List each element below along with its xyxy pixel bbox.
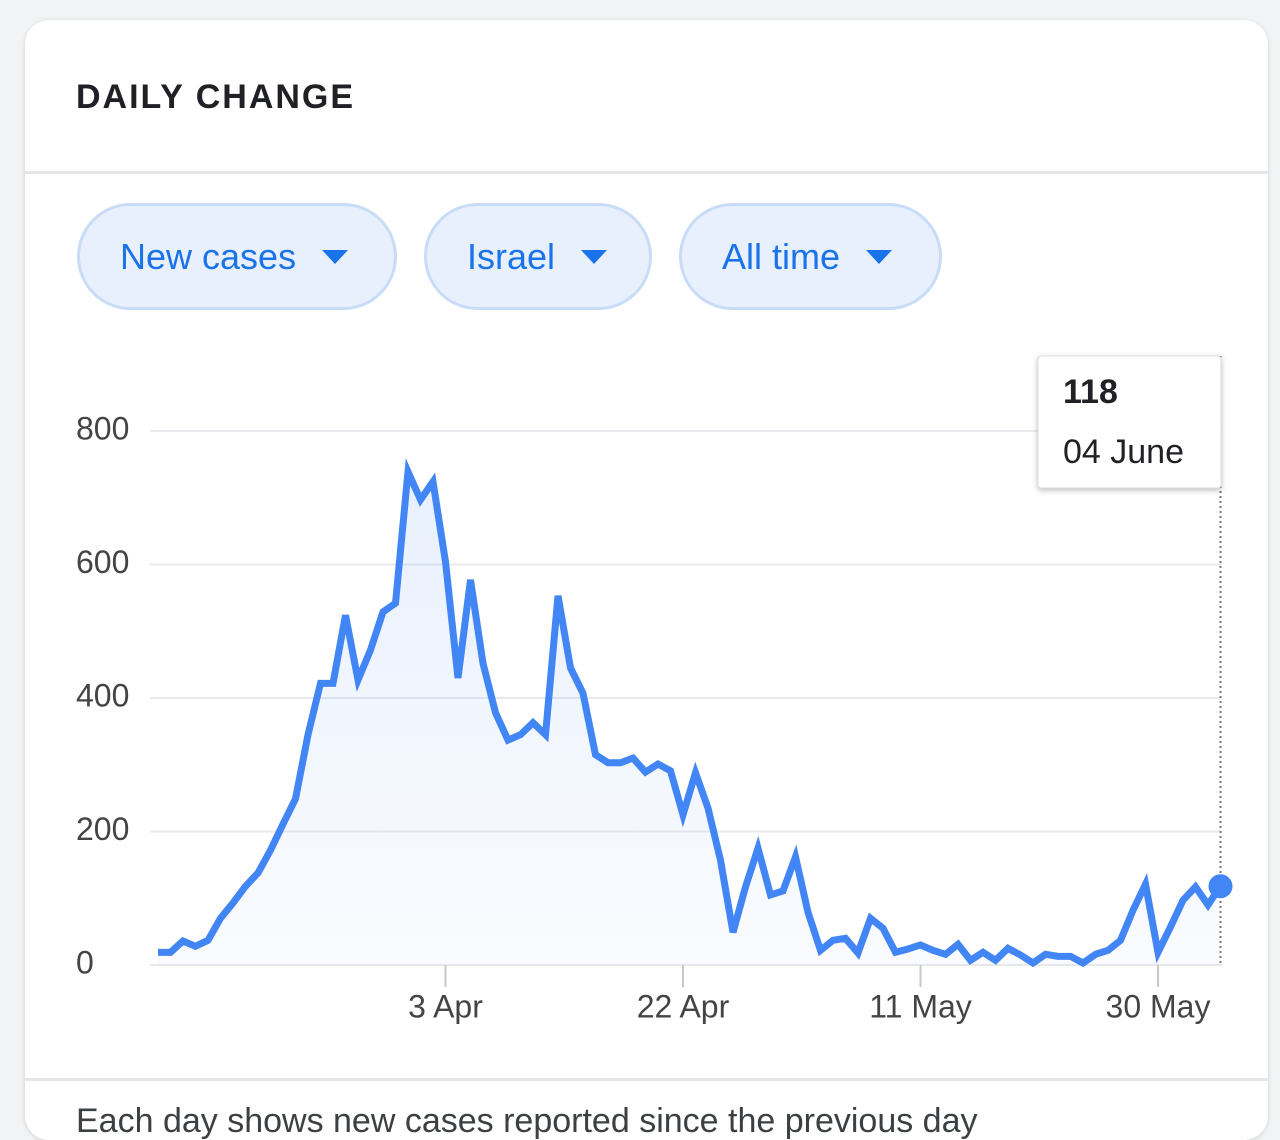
y-tick-label: 800: [76, 410, 129, 446]
line: [158, 458, 1224, 968]
dropdown-arrow: [581, 249, 608, 264]
y-tick-label: 0: [76, 944, 94, 980]
card-title: DAILY CHANGE: [76, 78, 356, 116]
chart: 0 200 400 600 800 3 Apr 22 Apr 11 May 30 May 118 0…: [76, 355, 1233, 1024]
x-tick-label: 22 Apr: [637, 988, 730, 1024]
tooltip-date: 04 June: [1063, 433, 1184, 471]
dropdown-arrow: [322, 249, 349, 264]
divider: [25, 171, 1268, 174]
divider: [25, 1078, 1268, 1081]
hover-point: [1208, 874, 1233, 899]
x-tick-label: 11 May: [869, 988, 972, 1024]
tooltip-box: [1037, 355, 1222, 489]
tooltip-value: 118: [1063, 373, 1118, 411]
y-tick-label: 200: [76, 811, 129, 847]
dropdown-label: New cases: [120, 235, 297, 277]
range-dropdown[interactable]: All time: [679, 203, 942, 310]
area: [158, 471, 1221, 965]
region-dropdown[interactable]: Israel: [424, 203, 652, 310]
y-tick-label: 400: [76, 677, 129, 713]
dropdown-label: All time: [722, 235, 841, 277]
dropdown-label: Israel: [467, 235, 556, 277]
x-tick-label: 30 May: [1106, 988, 1211, 1024]
metric-dropdown[interactable]: New cases: [77, 203, 397, 310]
page: DAILY CHANGE New cases Israel All time E…: [25, 20, 1268, 1140]
x-tick-label: 3 Apr: [408, 988, 483, 1024]
dropdown-arrow: [866, 249, 893, 264]
y-tick-label: 600: [76, 544, 129, 580]
